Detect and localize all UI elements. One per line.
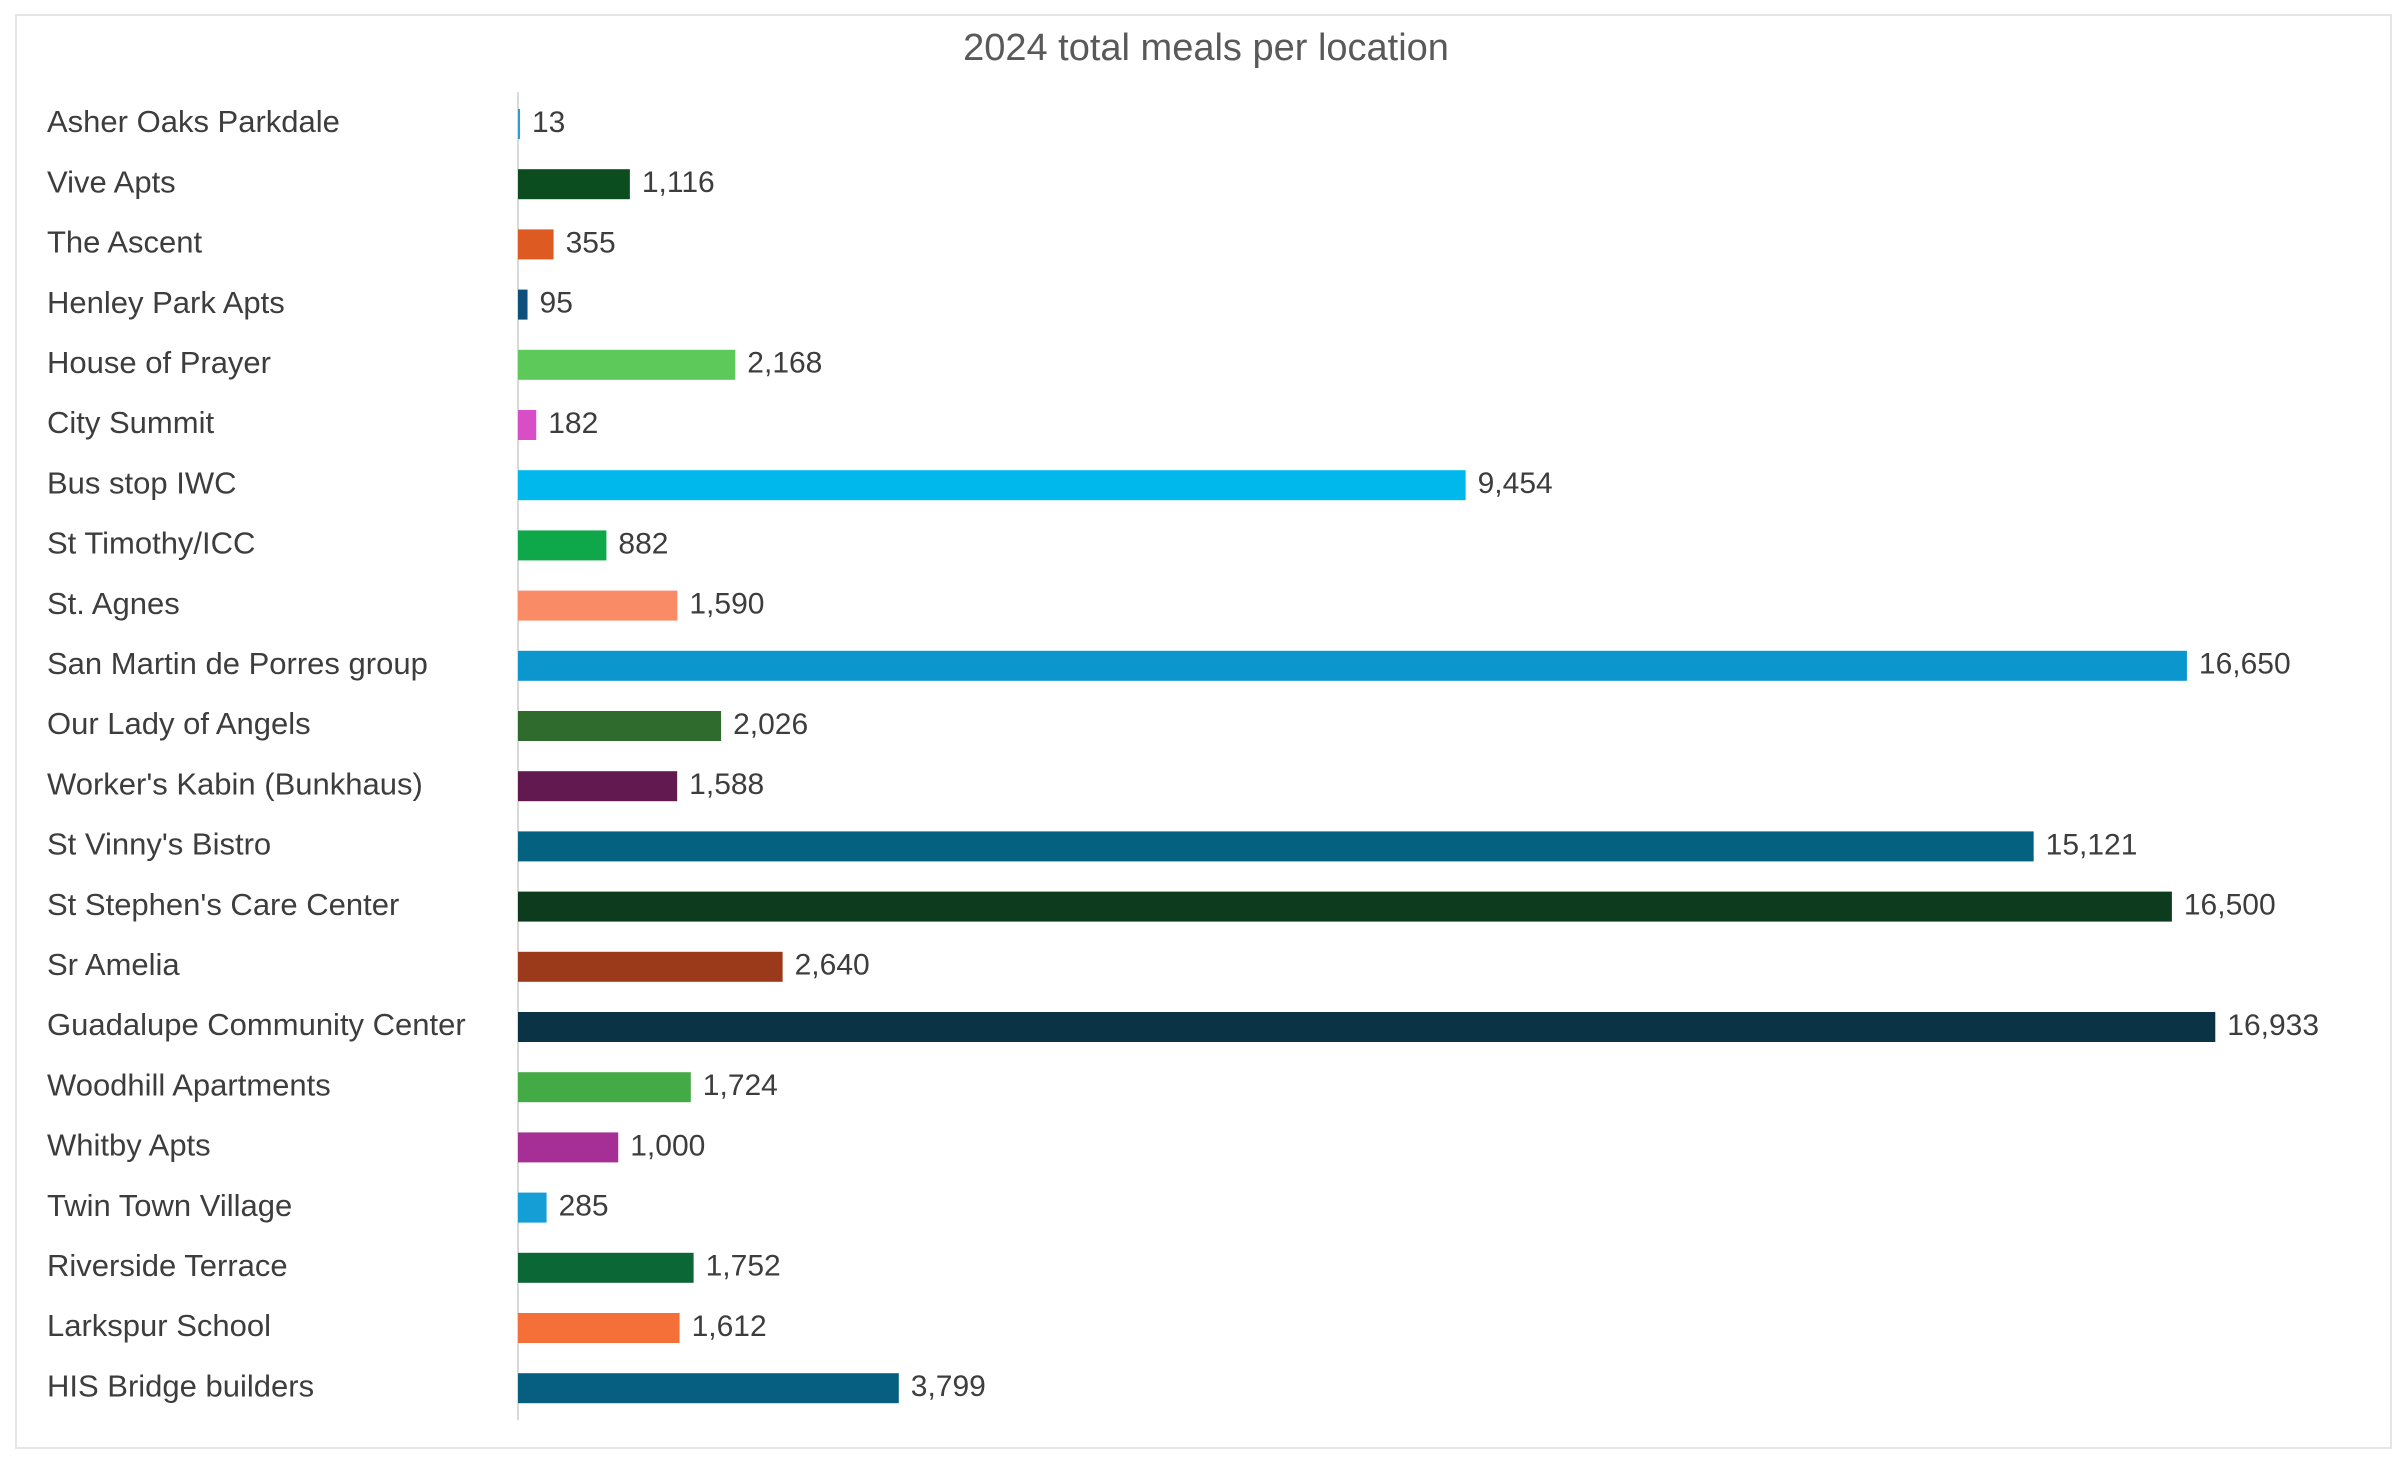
category-label-9: San Martin de Porres group [47,646,428,681]
value-label-12: 15,121 [2046,828,2138,861]
value-label-11: 1,588 [689,768,764,801]
value-label-15: 16,933 [2227,1009,2319,1042]
category-label-11: Worker's Kabin (Bunkhaus) [47,766,423,801]
value-label-7: 882 [618,527,668,560]
bar-1 [518,169,630,200]
category-label-20: Larkspur School [47,1308,271,1343]
value-label-16: 1,724 [703,1069,778,1102]
bar-17 [518,1132,619,1163]
category-label-18: Twin Town Village [47,1188,292,1223]
category-label-19: Riverside Terrace [47,1248,288,1283]
value-label-2: 355 [566,226,616,259]
category-label-10: Our Lady of Angels [47,706,311,741]
bar-19 [518,1252,694,1283]
category-label-0: Asher Oaks Parkdale [47,104,340,139]
category-label-2: The Ascent [47,225,202,260]
category-labels-group: Asher Oaks Parkdale Vive Apts The Ascent He… [47,104,466,1403]
bar-11 [518,771,678,802]
bar-9 [518,650,2187,681]
value-label-6: 9,454 [1478,467,1553,500]
value-label-19: 1,752 [706,1250,781,1283]
value-label-1: 1,116 [642,166,715,199]
bar-3 [518,289,528,320]
value-label-9: 16,650 [2199,648,2291,681]
value-label-17: 1,000 [630,1129,705,1162]
category-label-12: St Vinny's Bistro [47,827,271,862]
value-label-4: 2,168 [747,347,822,380]
bar-21 [518,1373,899,1404]
value-label-3: 95 [540,287,573,320]
category-label-15: Guadalupe Community Center [47,1007,466,1042]
bar-18 [518,1192,547,1223]
value-labels-group: 13 1,116 355 95 2,168 182 9,454 882 1,590 16,650 2… [532,106,2319,1403]
value-label-14: 2,640 [795,949,870,982]
bar-6 [518,470,1466,501]
value-label-0: 13 [532,106,565,139]
bar-7 [518,530,607,561]
category-label-6: Bus stop IWC [47,465,237,500]
bar-2 [518,229,554,260]
value-label-13: 16,500 [2184,889,2276,922]
value-label-5: 182 [548,407,598,440]
category-label-5: City Summit [47,405,214,440]
chart-title: 2024 total meals per location [963,27,1449,69]
value-label-10: 2,026 [733,708,808,741]
bar-0 [518,109,520,139]
bar-12 [518,831,2034,862]
chart-frame: 2024 total meals per location Asher Oaks… [15,14,2392,1449]
category-label-4: House of Prayer [47,345,271,380]
category-label-13: St Stephen's Care Center [47,887,399,922]
bar-5 [518,410,537,440]
bars-group [518,109,2216,1404]
category-label-17: Whitby Apts [47,1128,211,1163]
category-label-21: HIS Bridge builders [47,1368,314,1403]
category-label-8: St. Agnes [47,586,180,621]
bar-13 [518,891,2172,922]
category-label-3: Henley Park Apts [47,285,285,320]
category-label-1: Vive Apts [47,164,176,199]
category-label-14: Sr Amelia [47,947,180,982]
bar-10 [518,711,722,741]
bar-chart: 2024 total meals per location Asher Oaks… [47,27,2319,1421]
bar-15 [518,1012,2216,1042]
value-label-8: 1,590 [689,588,764,621]
bar-16 [518,1072,691,1103]
value-label-21: 3,799 [911,1370,986,1403]
bar-14 [518,951,783,982]
category-label-7: St Timothy/ICC [47,526,255,561]
category-label-16: Woodhill Apartments [47,1067,331,1102]
value-label-20: 1,612 [692,1310,767,1343]
bar-4 [518,349,736,380]
value-label-18: 285 [559,1190,609,1223]
bar-20 [518,1313,680,1343]
bar-8 [518,590,678,621]
